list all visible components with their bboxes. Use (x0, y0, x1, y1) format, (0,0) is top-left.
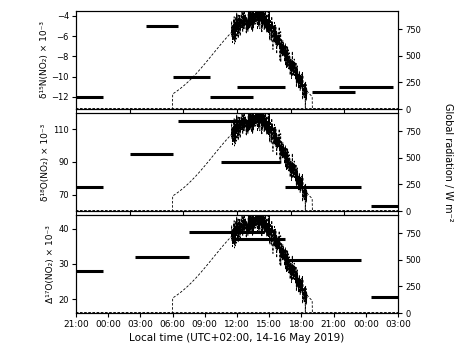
X-axis label: Local time (UTC+02:00, 14-16 May 2019): Local time (UTC+02:00, 14-16 May 2019) (129, 333, 345, 343)
Y-axis label: δ¹⁸O(NO₂) × 10⁻³: δ¹⁸O(NO₂) × 10⁻³ (41, 123, 50, 201)
Y-axis label: δ¹⁵N(NO₂) × 10⁻³: δ¹⁵N(NO₂) × 10⁻³ (40, 21, 49, 99)
Y-axis label: Global radiation / W m⁻²: Global radiation / W m⁻² (443, 103, 453, 221)
Y-axis label: Δ¹⁷O(NO₂) × 10⁻³: Δ¹⁷O(NO₂) × 10⁻³ (46, 225, 55, 303)
